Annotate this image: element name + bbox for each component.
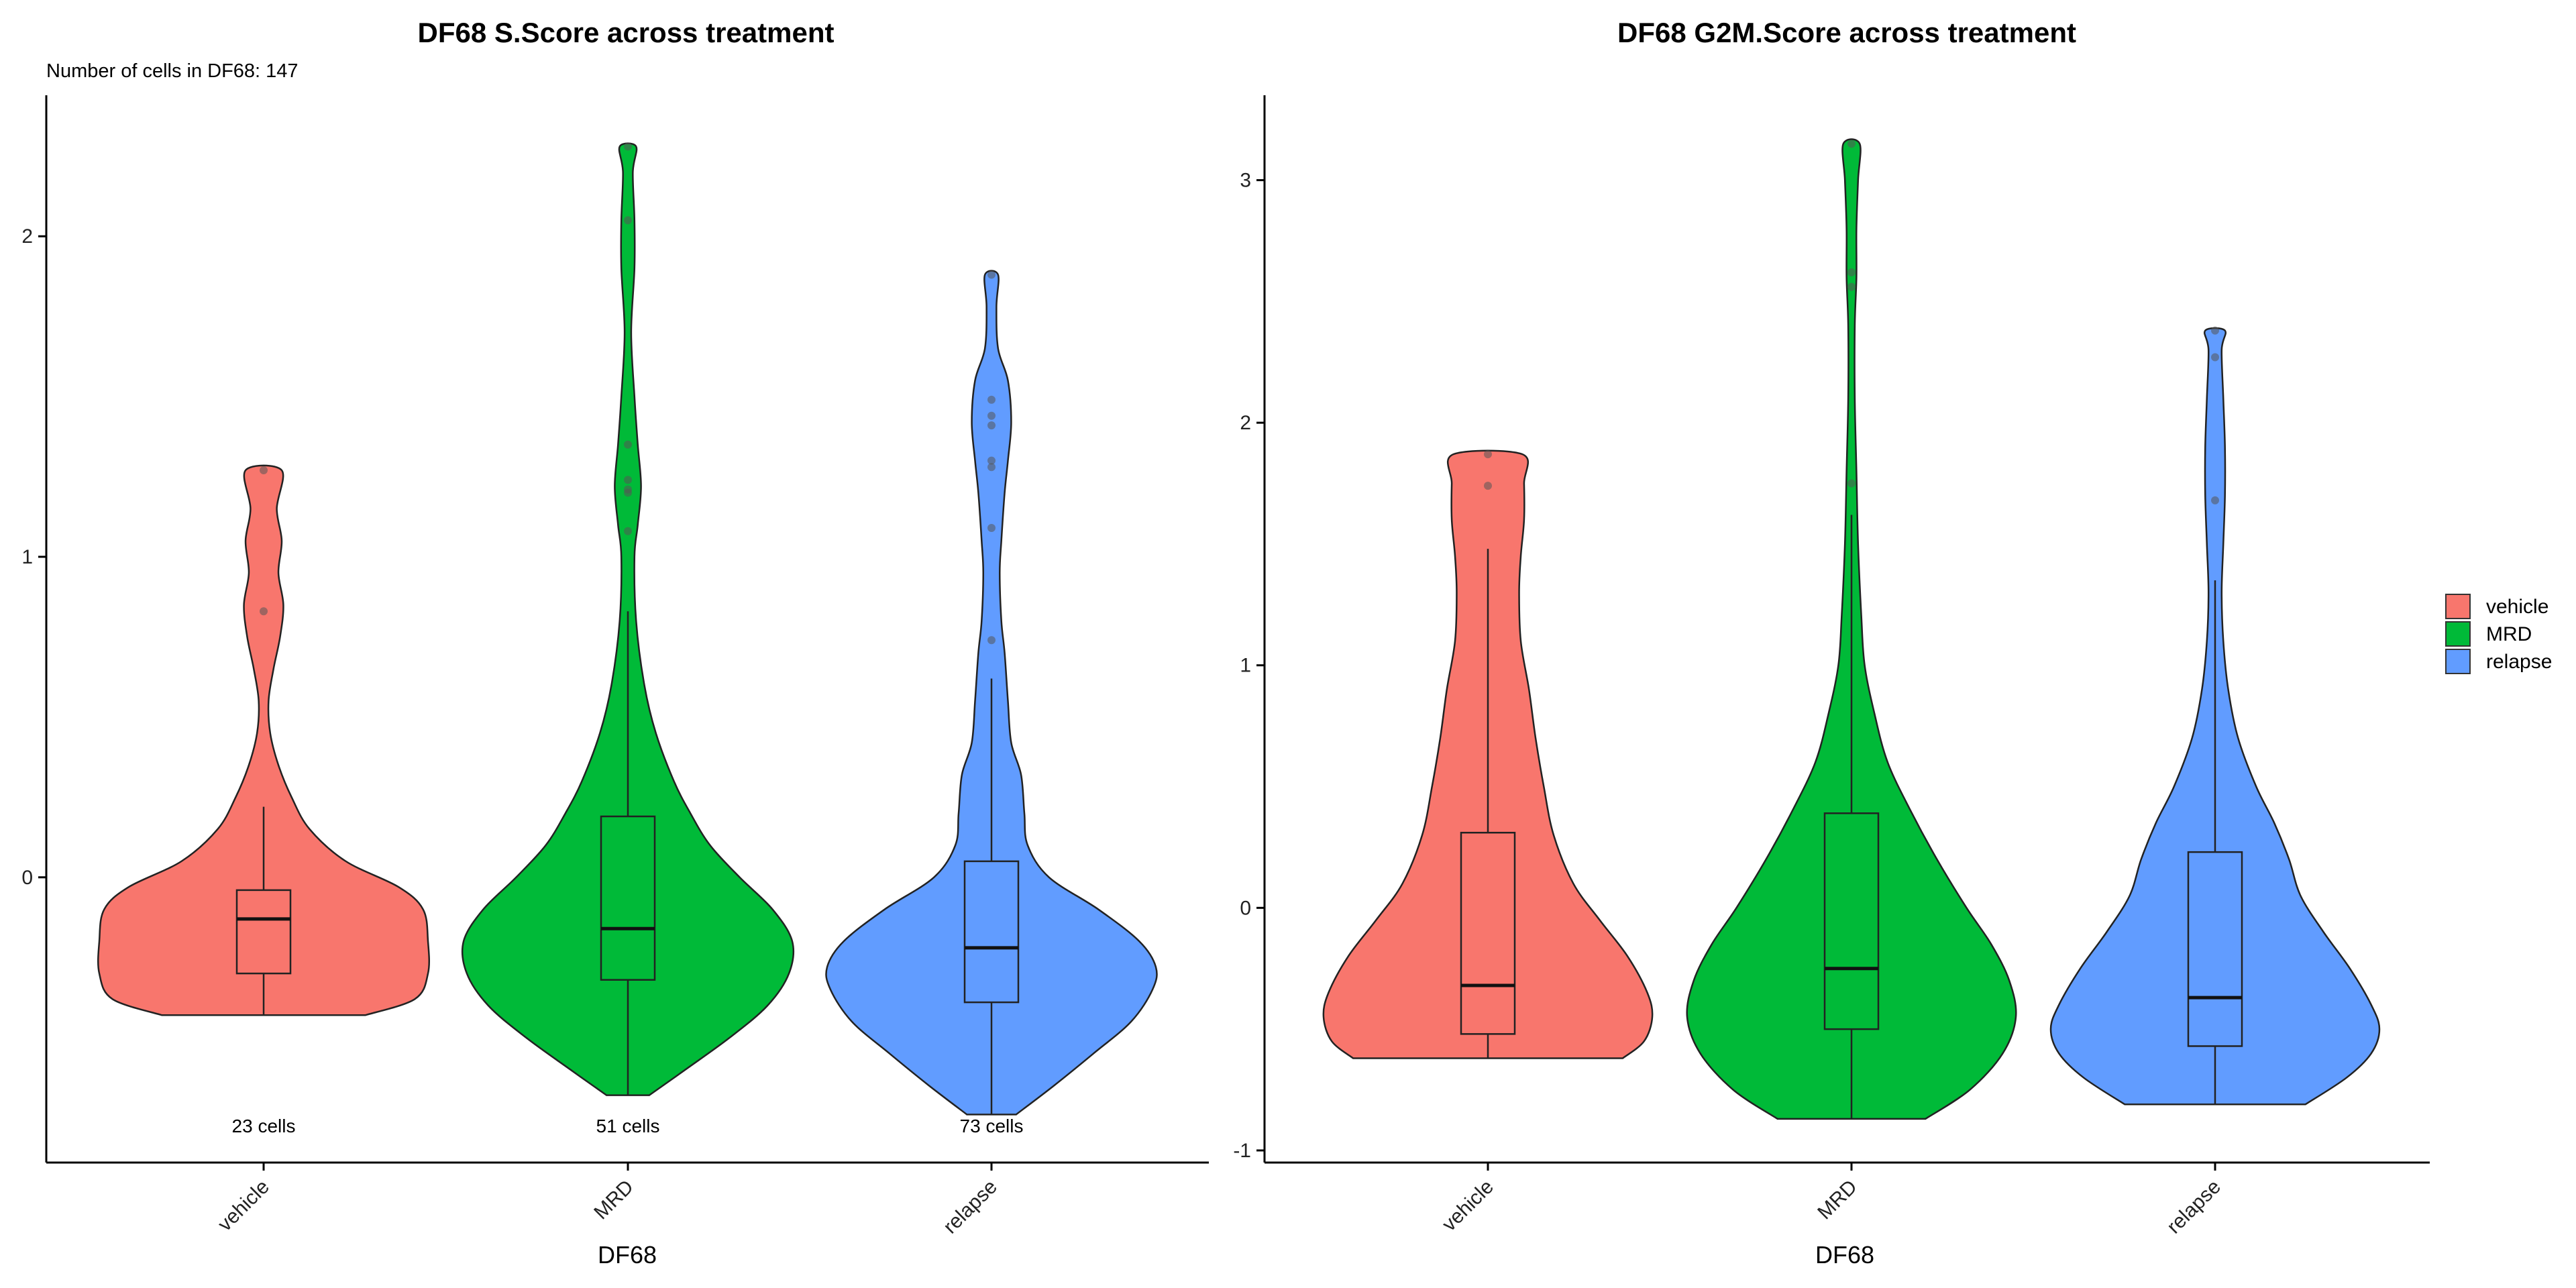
- outlier-point: [1847, 268, 1856, 276]
- legend-key-vehicle: [2445, 594, 2471, 619]
- x-tick-label-vehicle: vehicle: [214, 1176, 274, 1236]
- x-tick-label-mrd: MRD: [590, 1176, 638, 1224]
- g2m-score-x-ticks: vehicle MRD relapse: [1438, 1163, 2225, 1238]
- x-tick-label-vehicle: vehicle: [1438, 1176, 1498, 1236]
- s-score-title: DF68 S.Score across treatment: [418, 17, 835, 48]
- outlier-point: [624, 216, 632, 225]
- x-tick-label-relapse: relapse: [939, 1176, 1002, 1238]
- outlier-point: [624, 142, 632, 151]
- outlier-point: [1847, 479, 1856, 488]
- outlier-point: [624, 476, 632, 484]
- outlier-point: [260, 607, 268, 616]
- y-tick-label: 0: [21, 867, 33, 889]
- outlier-point: [987, 421, 996, 430]
- outlier-point: [1847, 140, 1856, 148]
- outlier-point: [987, 524, 996, 532]
- box-vehicle: [235, 889, 292, 975]
- outlier-point: [624, 527, 632, 535]
- outlier-point: [260, 466, 268, 474]
- s-score-x-label: DF68: [598, 1241, 657, 1269]
- legend-label-mrd: MRD: [2486, 623, 2532, 645]
- cell-count-vehicle: 23 cells: [232, 1116, 296, 1136]
- outlier-point: [987, 636, 996, 645]
- box-mrd: [600, 815, 656, 981]
- s-score-marks: [97, 142, 1158, 1116]
- g2m-score-panel: DF68 G2M.Score across treatment -1 0 1 2 3 v…: [1233, 17, 2430, 1269]
- y-tick-label: -1: [1233, 1140, 1251, 1162]
- outlier-point: [1484, 482, 1492, 490]
- outlier-point: [2211, 496, 2219, 504]
- outlier-point: [2211, 353, 2219, 362]
- y-tick-label: 1: [1240, 655, 1251, 677]
- box-vehicle: [1460, 831, 1516, 1035]
- g2m-score-title: DF68 G2M.Score across treatment: [1617, 17, 2076, 48]
- cell-count-subtitle: Number of cells in DF68: 147: [46, 60, 299, 82]
- g2m-score-y-ticks: -1 0 1 2 3: [1233, 170, 1265, 1162]
- outlier-point: [987, 456, 996, 465]
- y-tick-label: 2: [1240, 412, 1251, 434]
- s-score-panel: DF68 S.Score across treatment Number of …: [21, 17, 1209, 1269]
- outlier-point: [987, 270, 996, 279]
- outlier-point: [1847, 282, 1856, 291]
- outlier-point: [987, 411, 996, 420]
- legend-key-mrd: [2445, 621, 2471, 647]
- y-tick-label: 3: [1240, 170, 1251, 192]
- g2m-score-x-label: DF68: [1815, 1241, 1874, 1269]
- legend-label-vehicle: vehicle: [2486, 596, 2548, 618]
- y-tick-label: 0: [1240, 897, 1251, 919]
- outlier-point: [1484, 450, 1492, 459]
- legend-label-relapse: relapse: [2486, 651, 2552, 673]
- y-tick-label: 2: [21, 225, 33, 248]
- outlier-point: [624, 485, 632, 494]
- cell-count-mrd: 51 cells: [596, 1116, 660, 1136]
- treatment-legend: vehicle MRD relapse: [2445, 594, 2552, 674]
- legend-key-relapse: [2445, 649, 2471, 674]
- x-tick-label-mrd: MRD: [1813, 1176, 1862, 1224]
- s-score-y-ticks: 0 1 2: [21, 225, 46, 889]
- y-tick-label: 1: [21, 546, 33, 568]
- x-tick-label-relapse: relapse: [2163, 1176, 2225, 1238]
- box-relapse: [963, 860, 1020, 1004]
- s-score-cell-counts: 23 cells 51 cells 73 cells: [232, 1116, 1024, 1136]
- outlier-point: [987, 463, 996, 472]
- violin-vehicle: [97, 464, 431, 1016]
- outlier-point: [987, 395, 996, 404]
- g2m-score-marks: [1322, 138, 2381, 1120]
- cell-count-relapse: 73 cells: [960, 1116, 1024, 1136]
- s-score-x-ticks: vehicle MRD relapse: [214, 1163, 1002, 1238]
- outlier-point: [624, 440, 632, 449]
- box-relapse: [2187, 851, 2243, 1047]
- outlier-point: [2211, 326, 2219, 335]
- box-mrd: [1823, 812, 1880, 1030]
